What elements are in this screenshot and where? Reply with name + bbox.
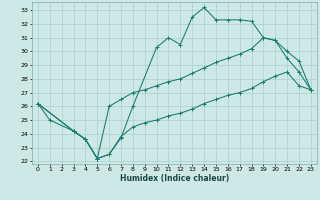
X-axis label: Humidex (Indice chaleur): Humidex (Indice chaleur) — [120, 174, 229, 183]
